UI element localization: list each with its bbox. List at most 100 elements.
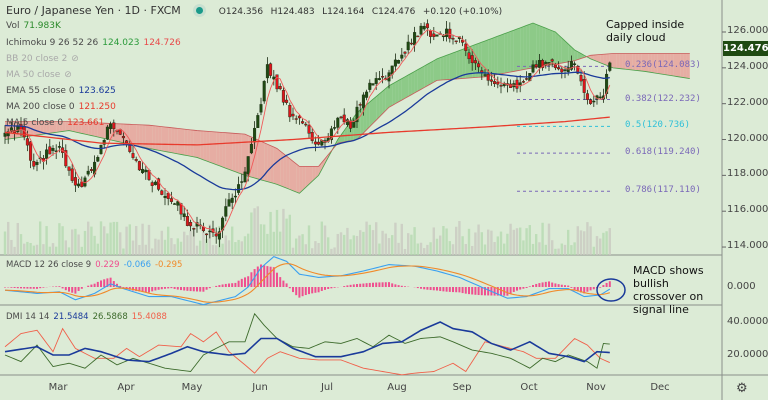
- candle-body: [288, 105, 292, 118]
- volume-bar: [179, 241, 183, 255]
- ichimoku-cloud-segment: [142, 124, 146, 148]
- candle-body: [429, 30, 433, 37]
- ichimoku-cloud-segment: [603, 54, 607, 66]
- ichimoku-cloud-segment: [219, 132, 223, 167]
- volume-bar: [192, 225, 195, 255]
- macd-histogram-bar: [135, 287, 138, 292]
- eye-slash-icon[interactable]: ⊘: [64, 70, 72, 80]
- ichimoku-cloud-segment: [158, 126, 162, 151]
- volume-bar: [135, 226, 138, 255]
- candle-body: [605, 73, 609, 94]
- minus-di-line: [4, 327, 610, 376]
- macd-histogram-bar: [141, 287, 144, 292]
- ichimoku-cloud-segment: [209, 131, 213, 164]
- volume-bar: [499, 231, 503, 255]
- ichimoku-cloud-segment: [155, 125, 159, 151]
- legend-ema55[interactable]: EMA 55 close 0 123.625: [6, 86, 120, 96]
- macd-histogram-bar: [192, 287, 195, 292]
- legend-ma5[interactable]: MA 5 close 0 123.661: [6, 118, 108, 128]
- ichimoku-cloud-segment: [283, 153, 287, 189]
- volume-bar: [295, 238, 298, 255]
- current-price-tag: 124.476: [723, 41, 768, 56]
- legend-bb[interactable]: BB 20 close 2 ⊘: [6, 54, 83, 64]
- ichimoku-cloud-segment: [654, 53, 658, 74]
- ichimoku-cloud-segment: [677, 53, 681, 78]
- ichimoku-cloud-segment: [136, 124, 140, 147]
- settings-gear-icon[interactable]: ⚙: [736, 381, 748, 396]
- volume-bar: [442, 226, 445, 255]
- candle-body: [29, 141, 33, 161]
- macd-histogram-bar: [362, 283, 365, 287]
- ichimoku-cloud-segment: [411, 71, 415, 95]
- volume-bar: [608, 228, 611, 255]
- macd-histogram-bar: [458, 287, 461, 293]
- macd-histogram-bar: [55, 286, 58, 287]
- volume-bar: [477, 224, 480, 255]
- ichimoku-cloud-segment: [193, 130, 197, 158]
- ichimoku-cloud-segment: [341, 130, 345, 143]
- candle-body: [393, 59, 397, 67]
- volume-bar: [576, 226, 579, 255]
- volume-bar: [77, 234, 80, 255]
- time-axis-label: Dec: [650, 382, 670, 393]
- candle-body: [483, 74, 487, 76]
- symbol-title[interactable]: Euro / Japanese Yen · 1D · FXCM: [6, 4, 181, 17]
- candle-body: [169, 198, 173, 202]
- macd-histogram-bar: [74, 287, 77, 294]
- legend-vol[interactable]: Vol 71.983K: [6, 21, 65, 31]
- volume-bar: [464, 243, 467, 255]
- volume-bar: [547, 223, 551, 255]
- volume-bar: [215, 245, 218, 255]
- candle-body: [582, 78, 586, 93]
- volume-bar: [365, 221, 368, 255]
- ichimoku-cloud-segment: [238, 133, 242, 175]
- ichimoku-cloud-segment: [273, 147, 277, 185]
- time-axis-label: Jun: [252, 382, 268, 393]
- legend-value: 0.229: [95, 260, 120, 270]
- ichimoku-cloud-segment: [145, 125, 149, 149]
- ichimoku-cloud-segment: [600, 54, 604, 64]
- macd-histogram-bar: [301, 287, 304, 297]
- legend-macd[interactable]: MACD 12 26 close 9 0.229 -0.066 -0.295: [6, 260, 186, 270]
- candle-body: [473, 60, 477, 64]
- ichimoku-cloud-segment: [232, 133, 236, 172]
- macd-histogram-bar: [394, 284, 397, 287]
- macd-histogram-bar: [173, 287, 176, 289]
- volume-bar: [525, 228, 528, 255]
- volume-bar: [458, 221, 461, 255]
- volume-bar: [349, 239, 352, 255]
- macd-histogram-bar: [218, 285, 221, 287]
- dmi-axis-label: 40.0000: [727, 316, 768, 327]
- ichimoku-cloud-segment: [53, 121, 57, 133]
- ichimoku-cloud-segment: [165, 126, 169, 153]
- ichimoku-cloud-segment: [94, 122, 98, 138]
- volume-bar: [490, 230, 493, 255]
- candle-body: [329, 128, 333, 141]
- ichimoku-cloud-segment: [203, 131, 207, 162]
- candle-body: [537, 60, 541, 68]
- macd-histogram-bar: [202, 287, 205, 292]
- legend-ma200[interactable]: MA 200 close 0 121.250: [6, 102, 120, 112]
- volume-bar: [301, 234, 304, 255]
- legend-ma50[interactable]: MA 50 close ⊘: [6, 70, 76, 80]
- candle-body: [349, 120, 353, 129]
- volume-bar: [205, 238, 208, 255]
- macd-histogram-bar: [359, 283, 362, 287]
- ichimoku-cloud-segment: [299, 166, 303, 194]
- plus-di-line: [4, 312, 610, 372]
- legend-dmi[interactable]: DMI 14 14 21.5484 26.5868 15.4088: [6, 312, 171, 322]
- ichimoku-cloud-segment: [296, 163, 300, 194]
- macd-histogram-bar: [224, 283, 227, 287]
- ichimoku-cloud-segment: [661, 53, 665, 75]
- volume-bar: [570, 245, 573, 255]
- ichimoku-cloud-segment: [497, 34, 501, 75]
- macd-histogram-bar: [208, 287, 211, 289]
- volume-bar: [202, 231, 205, 255]
- price-axis-label: 116.000: [727, 204, 768, 216]
- legend-ichimoku[interactable]: Ichimoku 9 26 52 26 124.023 124.726: [6, 38, 185, 48]
- ichimoku-cloud-segment: [638, 53, 642, 72]
- eye-slash-icon[interactable]: ⊘: [71, 54, 79, 64]
- macd-histogram-bar: [384, 282, 387, 287]
- candle-body: [70, 168, 74, 181]
